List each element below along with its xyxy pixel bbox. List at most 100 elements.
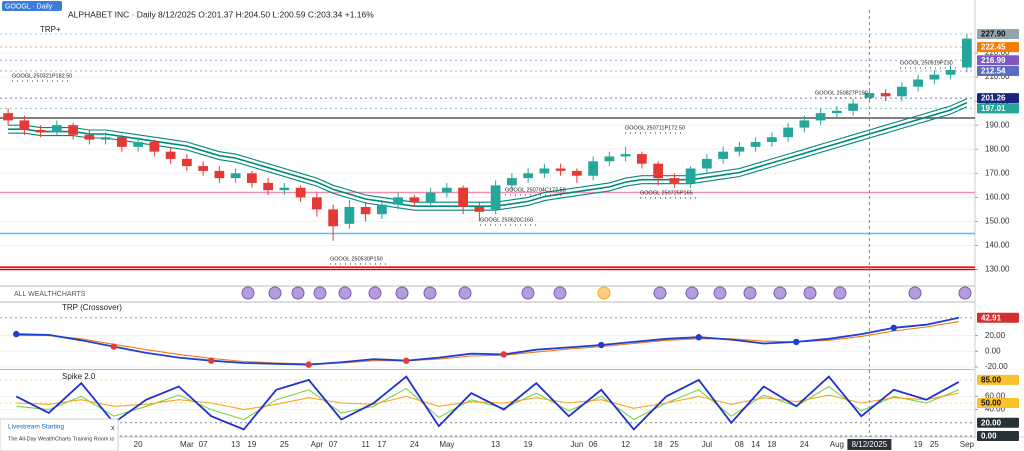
candle-body <box>198 166 208 171</box>
crosshair-date-box <box>847 439 892 450</box>
x-tick-label: 13 <box>491 440 500 449</box>
moving-average <box>8 106 968 211</box>
x-tick-label: Aug <box>830 440 844 449</box>
symbol-badge-text[interactable]: GOOGL · Daily <box>5 3 53 10</box>
candle-body <box>929 74 940 80</box>
candle-body <box>19 120 30 131</box>
candle-body <box>328 209 338 227</box>
crossover-dot <box>890 324 897 332</box>
y-tick-label: 0.00 <box>985 346 1001 355</box>
popup-text[interactable]: The All-Day WealthCharts Training Room i… <box>8 436 114 442</box>
popup-heading[interactable]: Livestream Starting <box>8 424 64 431</box>
candle-body <box>442 187 452 193</box>
candle-body <box>214 170 225 179</box>
candle-body <box>962 38 972 68</box>
event-icon[interactable] <box>713 286 727 300</box>
event-icon[interactable] <box>268 286 282 300</box>
price-label-box <box>977 29 1019 40</box>
event-icon[interactable] <box>908 286 922 300</box>
x-tick-label: 19 <box>914 440 923 449</box>
candle-body <box>52 125 62 133</box>
x-tick-label: Apr <box>311 440 324 449</box>
price-label: 222.45 <box>981 43 1006 52</box>
crossover-dot <box>598 341 605 349</box>
candle-body <box>945 69 956 75</box>
candle-body <box>182 158 192 167</box>
livestream-popup[interactable]: Livestream Starting The All-Day WealthCh… <box>0 418 119 451</box>
x-tick-label: May <box>439 440 454 449</box>
x-tick-label: 18 <box>767 440 776 449</box>
candle-body <box>848 103 858 111</box>
x-tick-label: Mar <box>180 440 194 449</box>
price-label-box <box>977 93 1019 104</box>
x-tick-label: Jul <box>702 440 712 449</box>
candle-body <box>897 86 907 97</box>
price-label-box <box>977 431 1019 441</box>
event-icon[interactable] <box>458 286 472 300</box>
event-icon[interactable] <box>338 286 352 300</box>
symbol-badge[interactable] <box>2 1 62 11</box>
price-label: 227.90 <box>981 30 1006 39</box>
indicator-line <box>16 385 960 421</box>
candle-body <box>750 142 761 147</box>
candle-body <box>539 168 550 174</box>
candle-body <box>734 146 745 152</box>
event-icon[interactable] <box>653 286 667 300</box>
event-icon[interactable] <box>553 286 567 300</box>
price-label: 42.91 <box>981 313 1002 322</box>
x-tick-label: 24 <box>800 440 809 449</box>
event-icon[interactable] <box>958 286 972 300</box>
candle-body <box>555 168 566 171</box>
candle-body <box>880 93 891 97</box>
x-tick-label: 07 <box>329 440 338 449</box>
event-icon[interactable] <box>597 286 611 300</box>
event-icon[interactable] <box>773 286 787 300</box>
event-icon[interactable] <box>833 286 847 300</box>
candle-body <box>588 161 598 176</box>
candle-body <box>490 185 501 210</box>
event-icon[interactable] <box>368 286 382 300</box>
price-label: 20.00 <box>981 418 1002 427</box>
x-tick-label: 17 <box>377 440 386 449</box>
price-label: 197.01 <box>981 104 1006 113</box>
event-icon[interactable] <box>313 286 327 300</box>
crossover-dot <box>305 361 312 368</box>
annotation: GOOGL 250620C160 <box>480 217 533 223</box>
event-icon[interactable] <box>291 286 305 300</box>
chart-header: ALPHABET INC · Daily 8/12/2025 O:201.37 … <box>68 9 374 19</box>
candle-body <box>458 187 468 207</box>
x-tick-label: 08 <box>735 440 744 449</box>
candle-body <box>702 158 712 169</box>
event-icon[interactable] <box>743 286 757 300</box>
price-label: 50.00 <box>981 399 1002 408</box>
x-tick-label: 20 <box>134 440 143 449</box>
event-icon[interactable] <box>803 286 817 300</box>
indicator-line <box>16 316 959 366</box>
event-icon[interactable] <box>395 286 409 300</box>
x-tick-label: Jun <box>570 440 583 449</box>
candle-body <box>620 154 631 157</box>
event-icon[interactable] <box>521 286 535 300</box>
x-tick-label: 24 <box>410 440 419 449</box>
x-tick-label: Sep <box>960 440 975 449</box>
candle-body <box>377 204 387 215</box>
candle-body <box>312 197 322 210</box>
event-icon[interactable] <box>685 286 699 300</box>
popup-box[interactable] <box>0 418 119 451</box>
y-tick-label: 140.00 <box>985 241 1010 250</box>
popup-close[interactable]: x <box>111 425 115 432</box>
price-label: 201.26 <box>981 94 1006 103</box>
y-tick-label: 210.00 <box>985 72 1010 81</box>
annotation: GOOGL 250711P172.50 <box>625 125 685 131</box>
candle-body <box>815 113 826 121</box>
candle-body <box>117 137 127 147</box>
candle-body <box>718 151 728 159</box>
event-icon[interactable] <box>241 286 255 300</box>
overlay-title: TRP+ <box>40 25 61 34</box>
candle-body <box>263 182 273 191</box>
event-icon[interactable] <box>423 286 437 300</box>
candle-body <box>474 206 485 212</box>
price-label-box <box>977 55 1019 66</box>
candle-body <box>523 173 533 179</box>
